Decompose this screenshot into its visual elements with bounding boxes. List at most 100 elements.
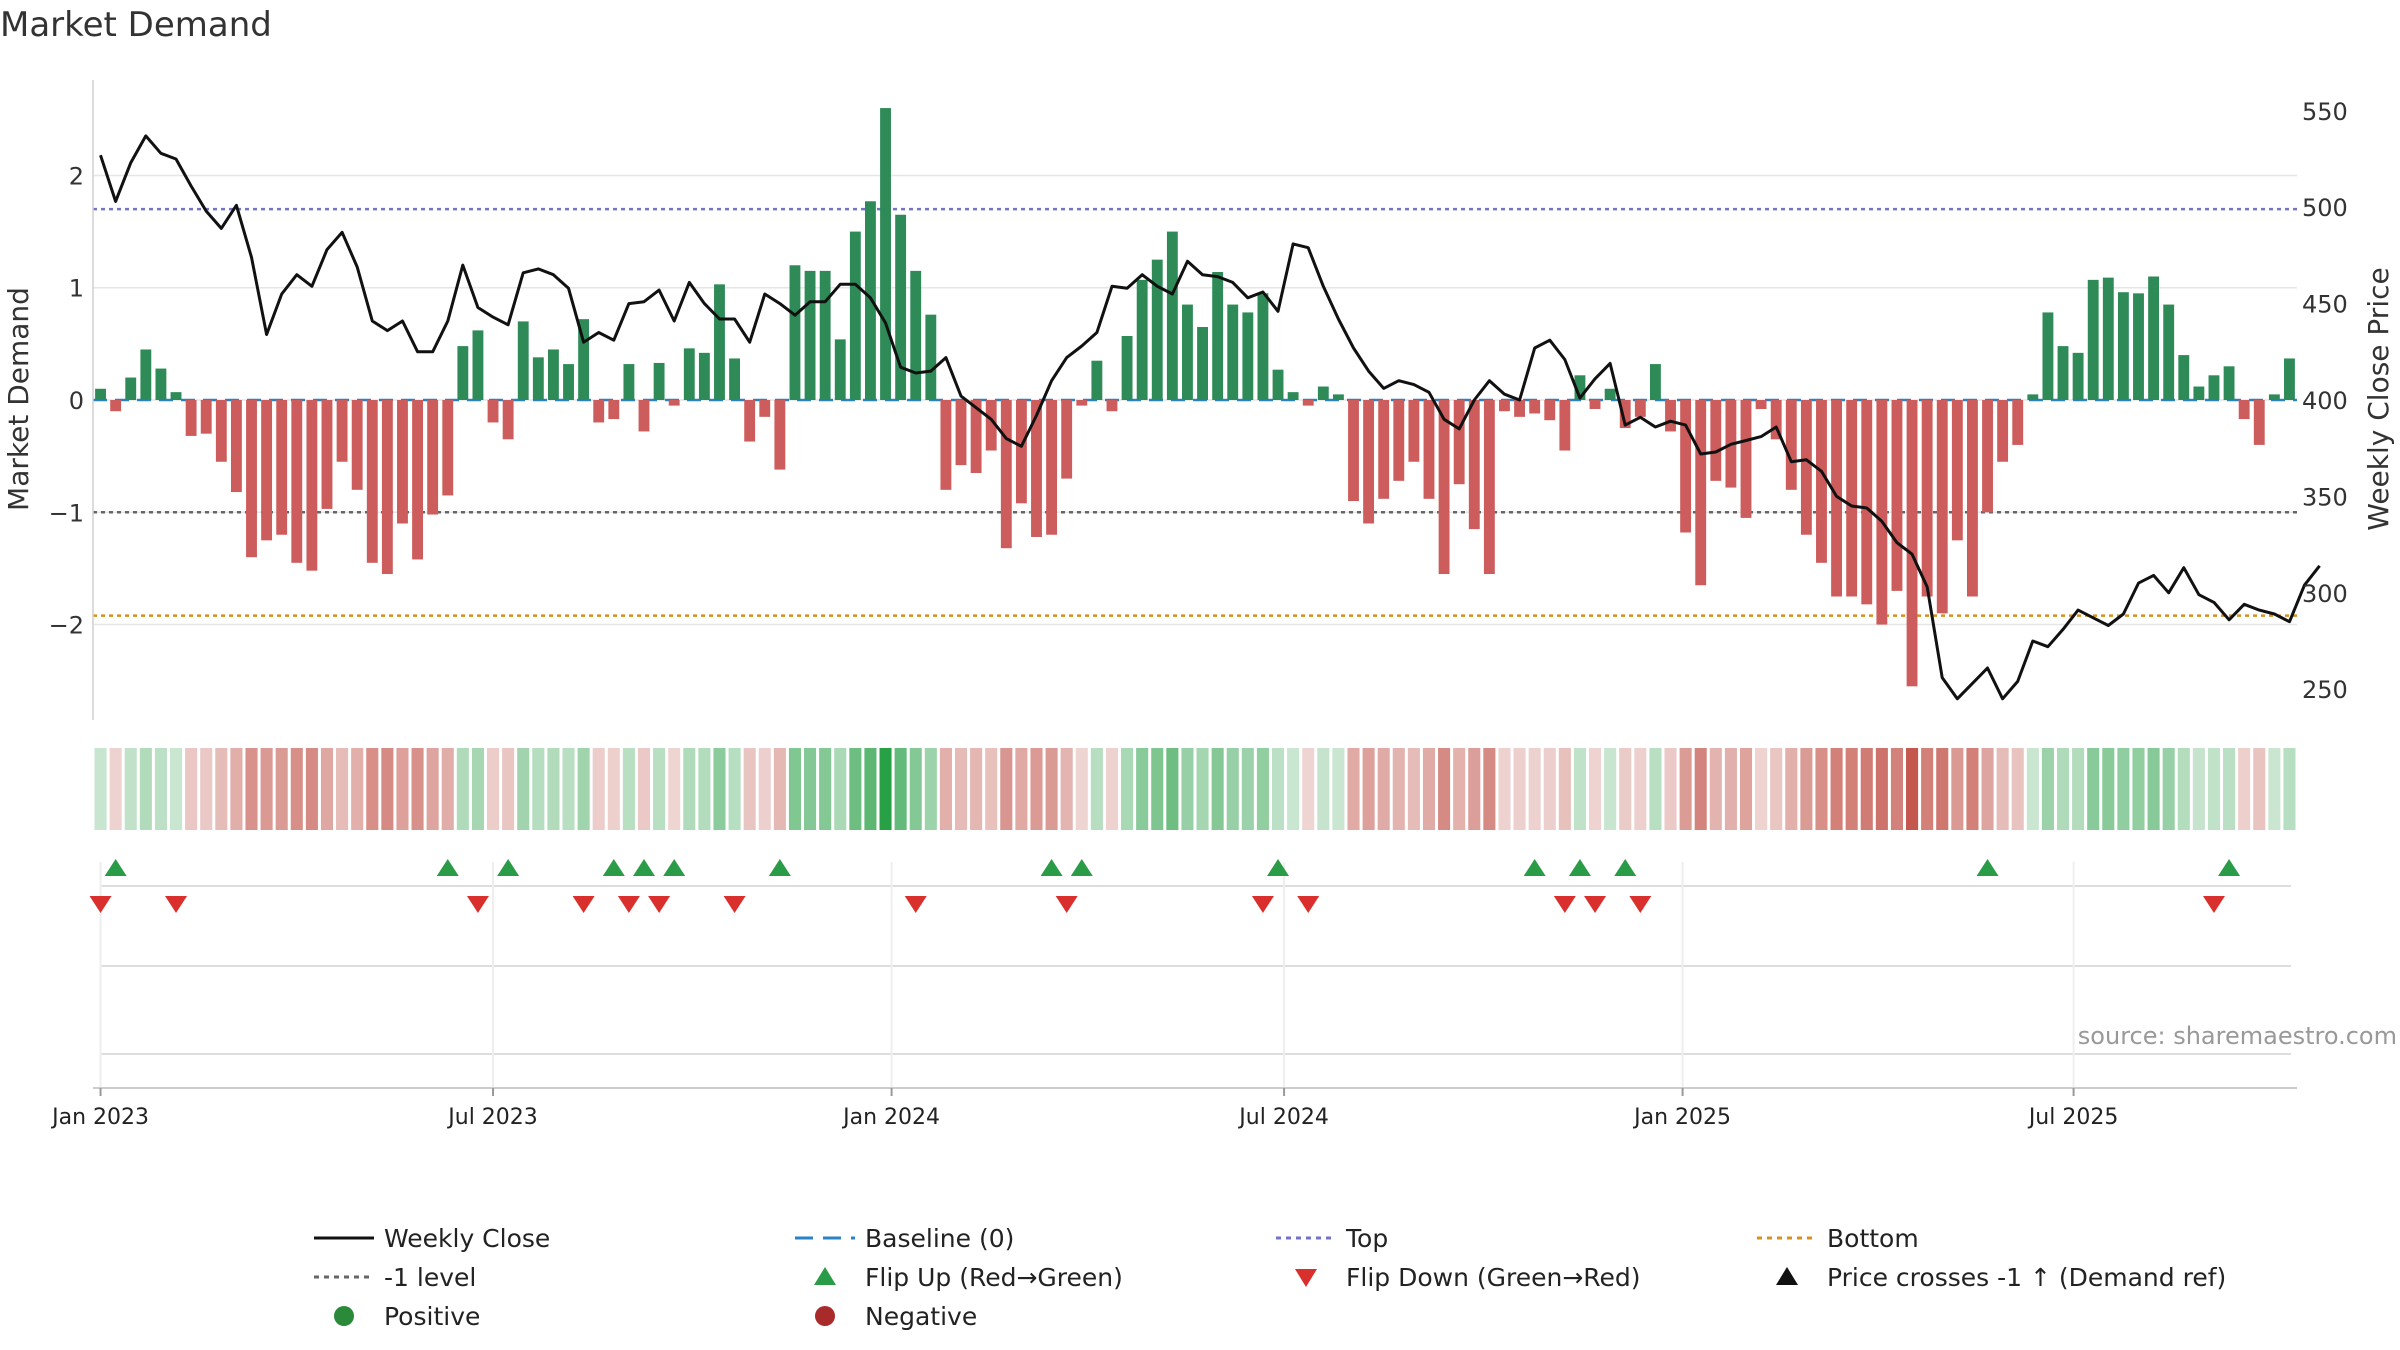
- price-line-layer: [99, 134, 2321, 701]
- strip-cell: [1136, 748, 1149, 830]
- strip-cell: [1589, 748, 1602, 830]
- flip-down-marker: [1297, 896, 1320, 913]
- flip-up-marker: [436, 859, 459, 876]
- demand-bar-negative: [1393, 400, 1405, 481]
- strip-cell: [1498, 748, 1511, 830]
- strip-cell: [1226, 748, 1239, 830]
- flip-down-marker: [1553, 896, 1576, 913]
- demand-bar-positive: [804, 270, 816, 400]
- strip-cell: [1679, 748, 1692, 830]
- legend: Weekly Close Baseline (0) Top Bottom -1 leve…: [314, 1224, 2226, 1331]
- demand-bar-negative: [668, 400, 680, 406]
- strip-cell: [1483, 748, 1496, 830]
- demand-bar-positive: [2163, 304, 2175, 400]
- demand-bar-negative: [487, 400, 499, 423]
- demand-bar-negative: [1302, 400, 1314, 406]
- flip-markers: [89, 859, 2241, 913]
- strip-cell: [2207, 748, 2221, 830]
- legend-label: -1 level: [384, 1263, 476, 1292]
- demand-bar-positive: [1197, 327, 1208, 400]
- strip-cell: [592, 748, 605, 830]
- strip-cell: [849, 748, 862, 830]
- y2-tick-label: 450: [2302, 291, 2348, 319]
- demand-bar-negative: [1061, 400, 1073, 479]
- demand-bar-positive: [910, 270, 922, 400]
- demand-bar-negative: [2253, 400, 2265, 445]
- strip-cell: [169, 748, 183, 830]
- demand-bar-positive: [1166, 231, 1178, 400]
- strip-cell: [1075, 748, 1088, 830]
- strip-cell: [200, 748, 213, 830]
- strip-cell: [1287, 748, 1300, 830]
- strip-cell: [1800, 748, 1813, 830]
- strip-cell: [94, 748, 107, 830]
- left-axis-ticks: 2 1 0 −1 −2: [49, 162, 84, 639]
- demand-bar-positive: [849, 231, 861, 400]
- demand-bar-negative: [1951, 400, 1963, 541]
- demand-bar-negative: [774, 400, 786, 470]
- strip-cell: [426, 748, 439, 830]
- strip-cell: [1090, 748, 1103, 830]
- demand-bar-positive: [698, 352, 710, 400]
- strip-cell: [1664, 748, 1677, 830]
- demand-bar-positive: [1182, 304, 1193, 400]
- demand-bar-positive: [2072, 352, 2084, 400]
- demand-bar-negative: [1665, 400, 1676, 432]
- strip-cell: [1890, 748, 1903, 830]
- demand-bar-positive: [532, 357, 544, 400]
- demand-bars: [95, 108, 2295, 687]
- demand-bar-negative: [1710, 400, 1722, 481]
- demand-bar-positive: [1649, 364, 1661, 400]
- legend-label: Negative: [865, 1302, 977, 1331]
- strip-cell: [1573, 748, 1586, 830]
- flip-up-marker: [1070, 859, 1093, 876]
- demand-bar-positive: [1604, 388, 1616, 400]
- right-axis-ticks: 550 500 450 400 350 300 250: [2302, 98, 2348, 704]
- strip-cell: [2192, 748, 2205, 830]
- demand-bar-negative: [1982, 400, 1993, 513]
- demand-bar-negative: [1499, 400, 1510, 412]
- flip-up-marker: [1976, 859, 1999, 876]
- demand-bar-negative: [1378, 400, 1390, 499]
- strip-cell: [1739, 748, 1753, 830]
- strip-cell: [1649, 748, 1662, 830]
- flip-down-marker: [466, 896, 489, 913]
- strip-cell: [909, 748, 922, 830]
- demand-bar-positive: [2102, 277, 2114, 400]
- strip-cell: [1694, 748, 1707, 830]
- demand-bar-negative: [2012, 400, 2024, 445]
- strip-cell: [1105, 748, 1119, 830]
- strip-cell: [2253, 748, 2266, 830]
- legend-label: Flip Up (Red→Green): [865, 1263, 1123, 1292]
- strip-cell: [1709, 748, 1722, 830]
- demand-bar-negative: [1891, 400, 1903, 591]
- demand-bar-negative: [336, 400, 348, 462]
- legend-item: Flip Up (Red→Green): [814, 1263, 1123, 1292]
- demand-bar-negative: [306, 400, 318, 571]
- demand-bar-positive: [1136, 279, 1148, 400]
- legend-item: Price crosses -1 ↑ (Demand ref): [1776, 1263, 2226, 1292]
- demand-bar-positive: [789, 265, 801, 400]
- demand-bar-positive: [1242, 312, 1254, 400]
- legend-item: Flip Down (Green→Red): [1295, 1263, 1641, 1292]
- demand-bar-negative: [1740, 400, 1752, 518]
- demand-bar-positive: [714, 284, 725, 400]
- strip-cell: [1302, 748, 1315, 830]
- strip-cell: [804, 748, 817, 830]
- demand-bar-positive: [2284, 358, 2295, 400]
- strip-cell: [1860, 748, 1873, 830]
- strip-cell: [1996, 748, 2009, 830]
- flip-up-marker: [1568, 859, 1591, 876]
- flip-up-marker: [768, 859, 791, 876]
- y-tick-label: −1: [49, 499, 84, 527]
- strip-cell: [2132, 748, 2145, 830]
- demand-bar-negative: [1031, 400, 1042, 537]
- demand-bar-positive: [1212, 272, 1224, 400]
- demand-bar-negative: [1544, 400, 1556, 421]
- legend-item: Top: [1276, 1224, 1388, 1253]
- demand-bar-positive: [2133, 293, 2144, 400]
- demand-bar-negative: [1755, 400, 1767, 409]
- strip-cell: [713, 748, 726, 830]
- demand-bar-negative: [759, 400, 771, 417]
- strip-cell: [577, 748, 590, 830]
